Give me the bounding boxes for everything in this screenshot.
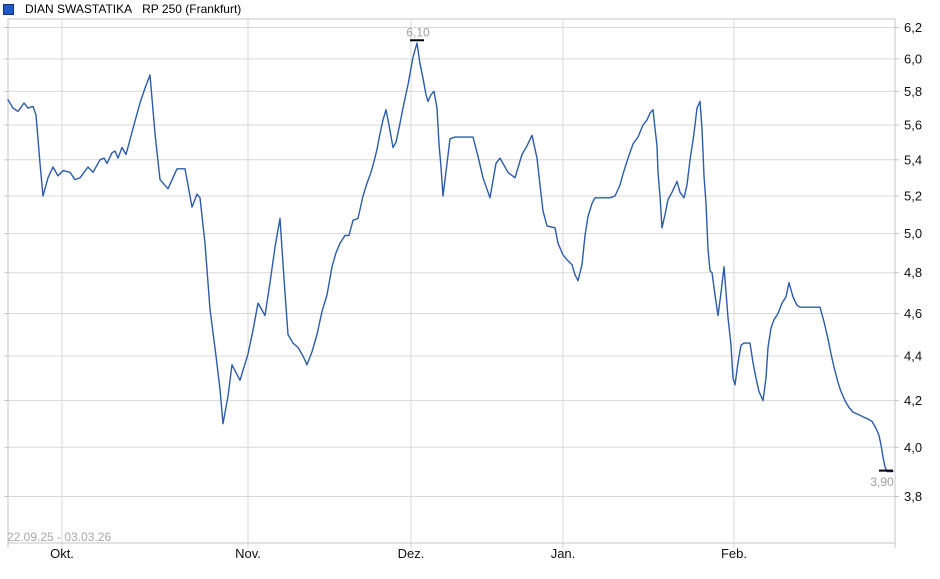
y-axis-label: 5,0: [904, 226, 922, 241]
y-axis-label: 6,2: [904, 20, 922, 35]
y-axis-label: 5,8: [904, 84, 922, 99]
y-axis-label: 4,4: [904, 349, 922, 364]
chart-header: DIAN SWASTATIKA RP 250 (Frankfurt): [3, 2, 241, 16]
y-axis-label: 5,4: [904, 152, 922, 167]
x-axis-label: Okt.: [50, 546, 74, 561]
low-annotation-label: 3,90: [870, 475, 894, 489]
y-axis-label: 5,2: [904, 189, 922, 204]
price-line: [7, 42, 894, 473]
chart-title: DIAN SWASTATIKA: [25, 2, 133, 16]
plot-border: [7, 18, 896, 544]
date-range-label: 22.09.25 - 03.03.26: [7, 530, 111, 544]
x-axis-label: Dez.: [398, 546, 425, 561]
y-axis-label: 4,0: [904, 440, 922, 455]
y-axis-label: 6,0: [904, 51, 922, 66]
chart-subtitle: RP 250 (Frankfurt): [142, 2, 242, 16]
x-axis-label: Nov.: [235, 546, 261, 561]
x-axis-label: Feb.: [721, 546, 747, 561]
high-annotation-label: 6,10: [406, 26, 430, 40]
y-axis-label: 4,2: [904, 393, 922, 408]
y-axis-label: 3,8: [904, 489, 922, 504]
series-legend-swatch-icon: [3, 3, 14, 15]
y-axis-label: 4,6: [904, 306, 922, 321]
y-axis-label: 4,8: [904, 265, 922, 280]
y-axis-label: 5,6: [904, 118, 922, 133]
x-axis-label: Jan.: [551, 546, 576, 561]
